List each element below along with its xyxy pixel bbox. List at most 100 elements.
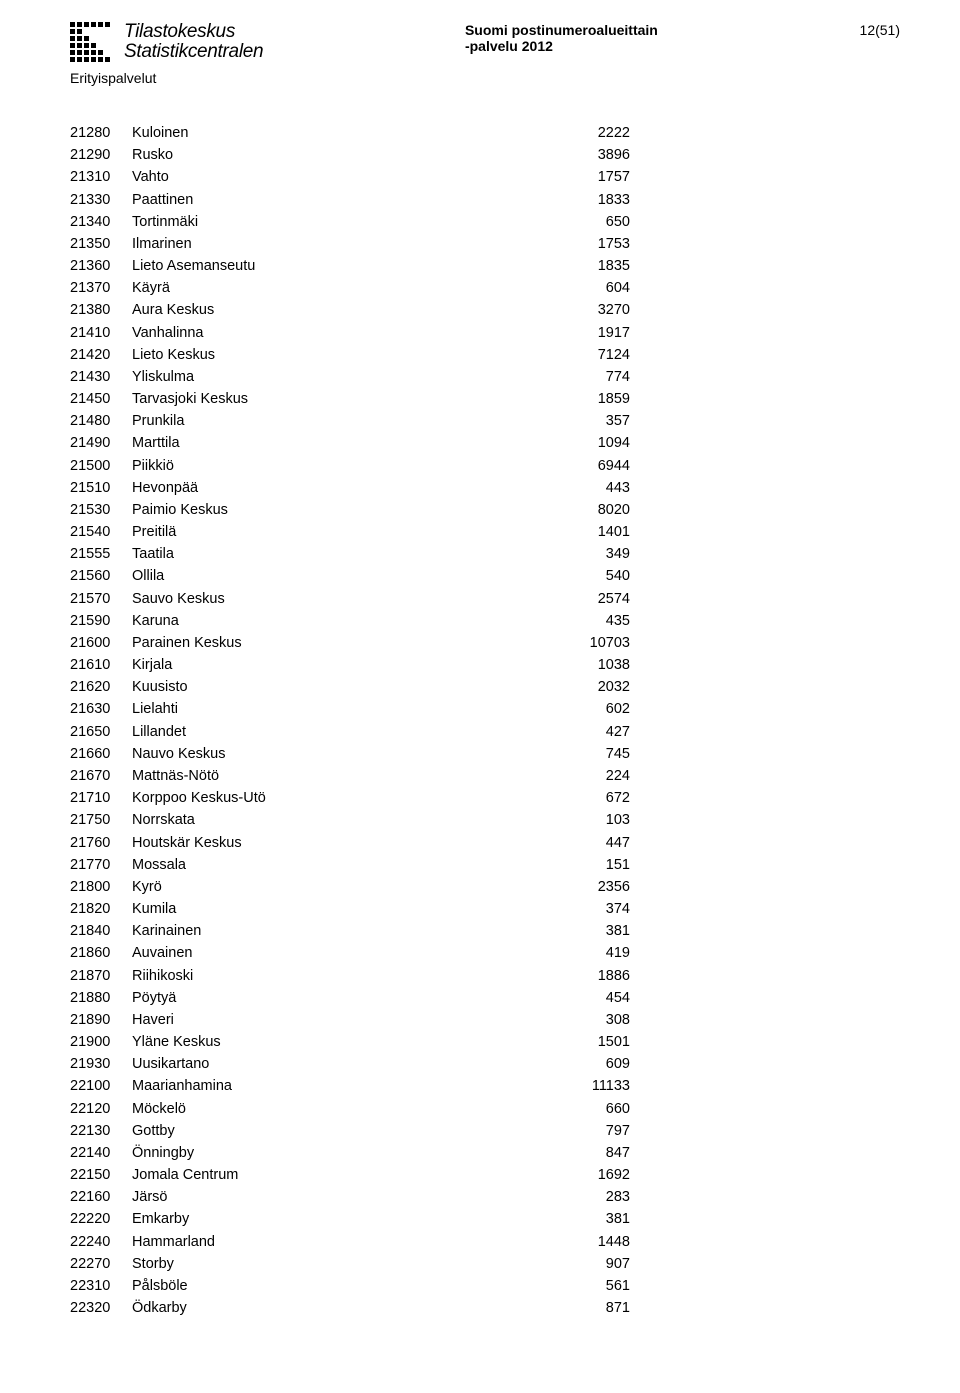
postal-code: 22270 [70,1253,132,1275]
area-name: Prunkila [132,410,512,432]
area-name: Pöytyä [132,987,512,1009]
area-value: 1401 [512,521,630,543]
postal-code: 22320 [70,1297,132,1319]
area-name: Gottby [132,1120,512,1142]
table-row: 21310Vahto1757 [70,166,630,188]
postal-code: 21610 [70,654,132,676]
area-value: 381 [512,920,630,942]
table-row: 22160Järsö283 [70,1186,630,1208]
table-row: 21600Parainen Keskus10703 [70,632,630,654]
table-row: 21560Ollila540 [70,565,630,587]
postal-code: 21660 [70,743,132,765]
table-row: 21660Nauvo Keskus745 [70,743,630,765]
table-row: 21650Lillandet427 [70,721,630,743]
area-value: 561 [512,1275,630,1297]
area-value: 11133 [512,1075,630,1097]
table-row: 21880Pöytyä454 [70,987,630,1009]
postal-code: 21340 [70,211,132,233]
area-name: Lielahti [132,698,512,720]
table-row: 21540Preitilä1401 [70,521,630,543]
postal-code: 21870 [70,965,132,987]
table-row: 21760Houtskär Keskus447 [70,832,630,854]
area-value: 650 [512,211,630,233]
area-value: 2032 [512,676,630,698]
postal-code: 21360 [70,255,132,277]
area-value: 381 [512,1208,630,1230]
postal-code: 21890 [70,1009,132,1031]
area-name: Kumila [132,898,512,920]
table-row: 22120Möckelö660 [70,1098,630,1120]
postal-code: 21770 [70,854,132,876]
area-name: Lillandet [132,721,512,743]
area-value: 3270 [512,299,630,321]
area-value: 103 [512,809,630,831]
area-name: Käyrä [132,277,512,299]
table-row: 22220Emkarby381 [70,1208,630,1230]
area-name: Karinainen [132,920,512,942]
table-row: 21555Taatila349 [70,543,630,565]
postal-code: 22220 [70,1208,132,1230]
table-row: 21840Karinainen381 [70,920,630,942]
area-value: 1753 [512,233,630,255]
postal-code-table: 21280Kuloinen222221290Rusko389621310Vaht… [70,122,630,1319]
area-name: Maarianhamina [132,1075,512,1097]
table-row: 21570Sauvo Keskus2574 [70,588,630,610]
area-value: 374 [512,898,630,920]
area-name: Uusikartano [132,1053,512,1075]
postal-code: 22100 [70,1075,132,1097]
area-name: Tarvasjoki Keskus [132,388,512,410]
area-name: Pålsböle [132,1275,512,1297]
postal-code: 21760 [70,832,132,854]
postal-code: 22150 [70,1164,132,1186]
area-value: 454 [512,987,630,1009]
area-name: Emkarby [132,1208,512,1230]
logo-block: Tilastokeskus Statistikcentralen [70,22,263,64]
table-row: 21360Lieto Asemanseutu1835 [70,255,630,277]
area-value: 2356 [512,876,630,898]
table-row: 22270Storby907 [70,1253,630,1275]
area-name: Yläne Keskus [132,1031,512,1053]
postal-code: 21560 [70,565,132,587]
table-row: 21900Yläne Keskus1501 [70,1031,630,1053]
postal-code: 21750 [70,809,132,831]
area-value: 540 [512,565,630,587]
postal-code: 21670 [70,765,132,787]
table-row: 21480Prunkila357 [70,410,630,432]
postal-code: 21840 [70,920,132,942]
area-name: Marttila [132,432,512,454]
area-name: Piikkiö [132,455,512,477]
area-name: Ilmarinen [132,233,512,255]
area-name: Preitilä [132,521,512,543]
area-value: 1448 [512,1231,630,1253]
postal-code: 21860 [70,942,132,964]
table-row: 21350Ilmarinen1753 [70,233,630,255]
area-name: Lieto Asemanseutu [132,255,512,277]
area-value: 1094 [512,432,630,454]
area-name: Mattnäs-Nötö [132,765,512,787]
postal-code: 21650 [70,721,132,743]
area-value: 660 [512,1098,630,1120]
area-value: 447 [512,832,630,854]
area-name: Korppoo Keskus-Utö [132,787,512,809]
table-row: 21450Tarvasjoki Keskus1859 [70,388,630,410]
logo-title-fi: Tilastokeskus [124,22,263,42]
doc-title-line2: -palvelu 2012 [465,38,658,54]
area-name: Tortinmäki [132,211,512,233]
table-row: 21280Kuloinen2222 [70,122,630,144]
table-row: 22130Gottby797 [70,1120,630,1142]
area-value: 2222 [512,122,630,144]
doc-title-block: Suomi postinumeroalueittain -palvelu 201… [465,22,658,54]
table-row: 21290Rusko3896 [70,144,630,166]
postal-code: 21600 [70,632,132,654]
area-value: 419 [512,942,630,964]
table-row: 21620Kuusisto2032 [70,676,630,698]
table-row: 22100Maarianhamina11133 [70,1075,630,1097]
area-name: Kuusisto [132,676,512,698]
table-row: 21420Lieto Keskus7124 [70,344,630,366]
postal-code: 21280 [70,122,132,144]
subtitle: Erityispalvelut [70,70,900,86]
postal-code: 21710 [70,787,132,809]
area-value: 1038 [512,654,630,676]
table-row: 21410Vanhalinna1917 [70,322,630,344]
area-value: 224 [512,765,630,787]
